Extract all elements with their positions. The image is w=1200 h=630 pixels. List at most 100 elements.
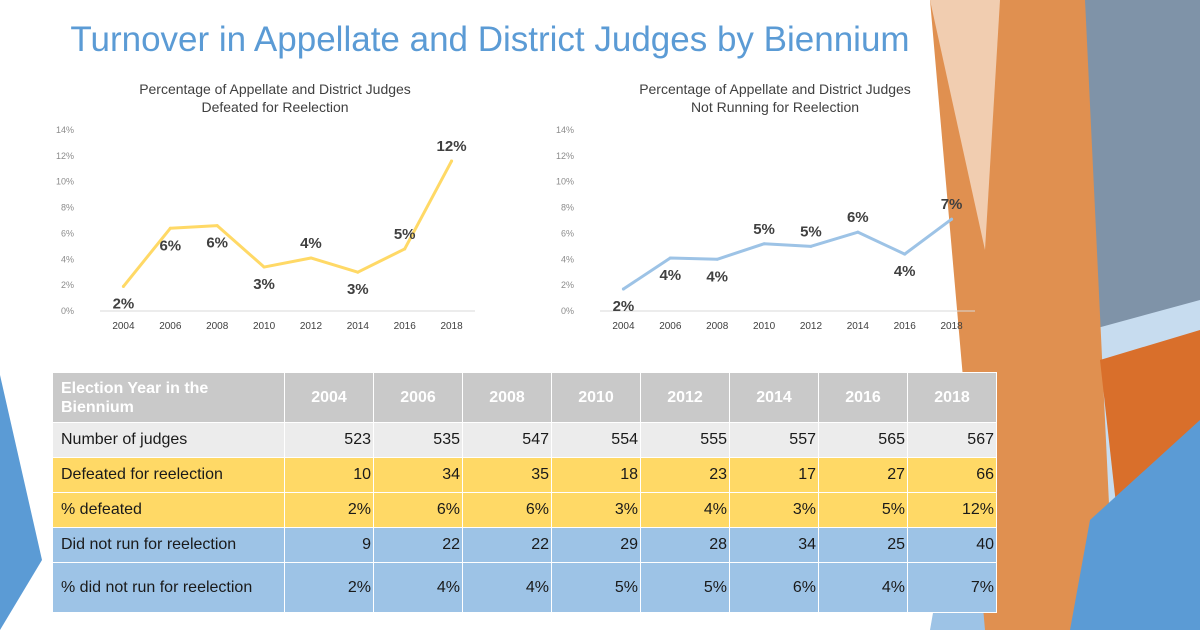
not-running-x-tick-label: 2008: [706, 321, 729, 332]
chart-not-running-svg: Percentage of Appellate and District Jud…: [556, 81, 975, 332]
row-label: % defeated: [52, 492, 285, 528]
cell: 4%: [818, 562, 908, 613]
defeated-y-tick-label: 2%: [61, 280, 74, 290]
defeated-data-label: 3%: [347, 281, 369, 298]
not-running-data-label: 5%: [753, 221, 775, 238]
cell: 4%: [373, 562, 463, 613]
cell: 547: [462, 422, 552, 458]
defeated-data-label: 4%: [300, 235, 322, 252]
not-running-y-tick-label: 4%: [561, 254, 574, 264]
defeated-data-label: 5%: [394, 226, 416, 243]
cell: 3%: [551, 492, 641, 528]
cell: 567: [907, 422, 997, 458]
cell: 29: [551, 527, 641, 563]
not-running-data-point: [762, 242, 766, 246]
row-label: Number of judges: [52, 422, 285, 458]
defeated-data-label: 6%: [206, 235, 228, 252]
cell: 34: [373, 457, 463, 493]
cell: 25: [818, 527, 908, 563]
not-running-y-tick-label: 12%: [556, 151, 574, 161]
cell: 565: [818, 422, 908, 458]
cell: 28: [640, 527, 730, 563]
defeated-x-tick-label: 2016: [394, 321, 417, 332]
not-running-series-line: [621, 217, 954, 291]
defeated-data-point: [121, 284, 125, 288]
not-running-x-tick-label: 2018: [940, 321, 963, 332]
table-row-did-not-run: Did not run for reelection 9 22 22 29 28…: [52, 527, 997, 563]
cell: 5%: [551, 562, 641, 613]
table-row-pct-defeated: % defeated 2% 6% 6% 3% 4% 3% 5% 12%: [52, 492, 997, 528]
defeated-series-line: [121, 159, 454, 288]
not-running-data-label: 4%: [706, 268, 728, 285]
cell: 4%: [640, 492, 730, 528]
cell: 34: [729, 527, 819, 563]
cell: 22: [462, 527, 552, 563]
chart-not-running: Percentage of Appellate and District Jud…: [545, 75, 1005, 345]
cell: 10: [284, 457, 374, 493]
not-running-data-point: [668, 256, 672, 260]
defeated-data-point: [450, 159, 454, 163]
deco-blue-lower: [1070, 420, 1200, 630]
defeated-y-tick-label: 6%: [61, 228, 74, 238]
defeated-x-tick-label: 2018: [440, 321, 463, 332]
not-running-data-point: [903, 252, 907, 256]
cell: 2%: [284, 562, 374, 613]
cell: 22: [373, 527, 463, 563]
not-running-y-tick-label: 0%: [561, 306, 574, 316]
cell: 66: [907, 457, 997, 493]
cell: 27: [818, 457, 908, 493]
defeated-data-point: [356, 270, 360, 274]
cell: 12%: [907, 492, 997, 528]
not-running-data-point: [856, 230, 860, 234]
year-header: 2014: [729, 372, 819, 423]
cell: 3%: [729, 492, 819, 528]
table-header-label: Election Year in the Biennium: [52, 372, 285, 423]
not-running-y-tick-label: 2%: [561, 280, 574, 290]
defeated-data-point: [262, 265, 266, 269]
cell: 6%: [729, 562, 819, 613]
not-running-y-tick-label: 8%: [561, 203, 574, 213]
defeated-x-tick-label: 2014: [347, 321, 370, 332]
not-running-data-point: [715, 257, 719, 261]
not-running-y-tick-label: 6%: [561, 228, 574, 238]
cell: 4%: [462, 562, 552, 613]
defeated-data-label: 3%: [253, 276, 275, 293]
not-running-x-tick-label: 2010: [753, 321, 776, 332]
chart-defeated-svg: Percentage of Appellate and District Jud…: [56, 81, 475, 332]
defeated-x-tick-label: 2010: [253, 321, 276, 332]
cell: 6%: [462, 492, 552, 528]
defeated-x-tick-label: 2008: [206, 321, 229, 332]
row-label: Defeated for reelection: [52, 457, 285, 493]
cell: 523: [284, 422, 374, 458]
defeated-data-label: 12%: [437, 138, 467, 155]
not-running-data-label: 4%: [659, 267, 681, 284]
defeated-y-tick-label: 10%: [56, 177, 74, 187]
defeated-y-tick-label: 14%: [56, 125, 74, 135]
cell: 23: [640, 457, 730, 493]
chart-defeated: Percentage of Appellate and District Jud…: [45, 75, 505, 345]
not-running-title: Percentage of Appellate and District Jud…: [639, 81, 911, 97]
not-running-x-tick-label: 2006: [659, 321, 682, 332]
cell: 2%: [284, 492, 374, 528]
cell: 9: [284, 527, 374, 563]
not-running-x-tick-label: 2012: [800, 321, 823, 332]
not-running-data-label: 4%: [894, 263, 916, 280]
not-running-data-label: 5%: [800, 223, 822, 240]
not-running-y-tick-label: 10%: [556, 177, 574, 187]
cell: 554: [551, 422, 641, 458]
defeated-y-tick-label: 8%: [61, 203, 74, 213]
cell: 5%: [818, 492, 908, 528]
not-running-subtitle: Not Running for Reelection: [691, 99, 859, 115]
cell: 7%: [907, 562, 997, 613]
data-table: Election Year in the Biennium 2004 2006 …: [52, 372, 997, 613]
table-header-row: Election Year in the Biennium 2004 2006 …: [52, 372, 997, 423]
cell: 557: [729, 422, 819, 458]
defeated-data-label: 6%: [159, 237, 181, 254]
defeated-y-tick-label: 0%: [61, 306, 74, 316]
defeated-x-tick-label: 2004: [112, 321, 135, 332]
year-header: 2008: [462, 372, 552, 423]
not-running-data-label: 6%: [847, 209, 869, 226]
defeated-y-tick-label: 4%: [61, 254, 74, 264]
cell: 6%: [373, 492, 463, 528]
